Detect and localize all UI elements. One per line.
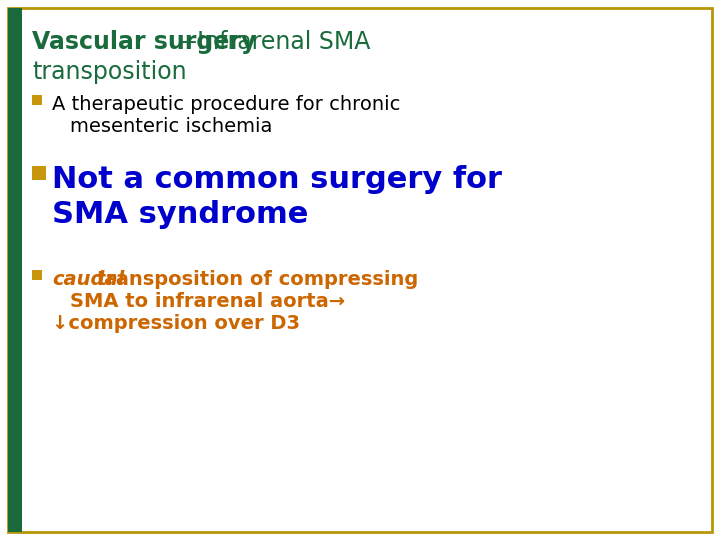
Bar [32,270,42,280]
Text: Vascular surgery: Vascular surgery [32,30,256,54]
Text: transposition: transposition [32,60,186,84]
Text: mesenteric ischemia: mesenteric ischemia [70,117,272,136]
Text: SMA syndrome: SMA syndrome [52,200,308,229]
Bar [32,166,46,180]
Text: Not a common surgery for: Not a common surgery for [52,165,502,194]
Text: --Infrarenal SMA: --Infrarenal SMA [180,30,370,54]
Text: transposition of compressing: transposition of compressing [90,270,418,289]
Text: A therapeutic procedure for chronic: A therapeutic procedure for chronic [52,95,400,114]
Bar [8,8,22,532]
Text: caudal: caudal [52,270,125,289]
Bar [32,95,42,105]
Text: SMA to infrarenal aorta→: SMA to infrarenal aorta→ [70,292,345,311]
Text: ↓compression over D3: ↓compression over D3 [52,314,300,333]
